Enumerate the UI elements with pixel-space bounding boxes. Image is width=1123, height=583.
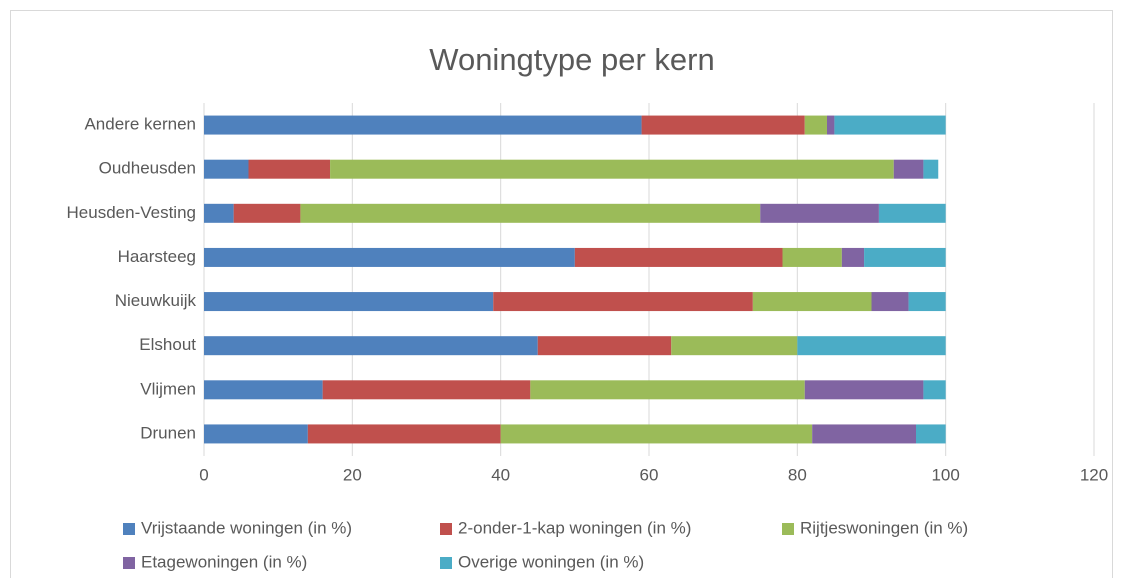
legend-label: Rijtjeswoningen (in %) [800,518,968,537]
bar-segment [804,380,924,400]
legend-swatch [123,557,135,569]
bar-segment [827,115,835,135]
y-tick-label: Andere kernen [84,115,196,134]
bar-segment [916,424,946,444]
bar-segment [923,159,939,179]
bar-segment [812,424,916,444]
x-tick-label: 120 [1080,465,1108,484]
y-tick-label: Nieuwkuijk [115,291,197,310]
legend-swatch [782,523,794,535]
bar-segment [641,115,805,135]
legend-label: 2-onder-1-kap woningen (in %) [458,518,691,537]
bar-segment [908,292,946,312]
bar-segment [893,159,924,179]
legend-swatch [440,557,452,569]
bar-segment [760,203,879,223]
bar-segment [204,292,494,312]
bar-segment [204,115,642,135]
bar-segment [878,203,946,223]
x-tick-label: 40 [491,465,510,484]
bar-segment [248,159,331,179]
bar-segment [204,380,323,400]
x-tick-label: 20 [343,465,362,484]
bar-segment [804,115,827,135]
bar-segment [330,159,894,179]
bar-segment [671,336,798,356]
y-tick-label: Heusden-Vesting [67,203,196,222]
legend-swatch [123,523,135,535]
bar-segment [574,247,783,267]
bar-segment [322,380,531,400]
bar-segment [204,336,538,356]
chart-title: Woningtype per kern [429,42,714,77]
bar-segment [537,336,672,356]
bar-segment [204,424,308,444]
legend-label: Overige woningen (in %) [458,552,644,571]
y-tick-label: Drunen [140,423,196,442]
bar-segment [204,247,575,267]
bar-segment [204,203,234,223]
bar-segment [782,247,842,267]
legend-label: Vrijstaande woningen (in %) [141,518,352,537]
bar-segment [300,203,761,223]
x-tick-label: 100 [931,465,959,484]
legend-label: Etagewoningen (in %) [141,552,307,571]
bar-segment [307,424,501,444]
bar-segment [204,159,249,179]
y-tick-label: Vlijmen [140,379,196,398]
bar-segment [493,292,753,312]
bar-segment [841,247,865,267]
bar-segment [752,292,872,312]
bar-segment [797,336,946,356]
x-tick-label: 80 [788,465,807,484]
bar-segment [864,247,946,267]
y-tick-label: Elshout [139,335,196,354]
bar-segment [923,380,946,400]
legend-swatch [440,523,452,535]
x-tick-label: 60 [640,465,659,484]
bar-segment [871,292,909,312]
bar-segment [233,203,301,223]
bar-segment [500,424,813,444]
bar-segment [530,380,805,400]
y-tick-label: Oudheusden [99,159,196,178]
x-tick-label: 0 [199,465,208,484]
y-tick-label: Haarsteeg [118,247,196,266]
bar-segment [834,115,946,135]
